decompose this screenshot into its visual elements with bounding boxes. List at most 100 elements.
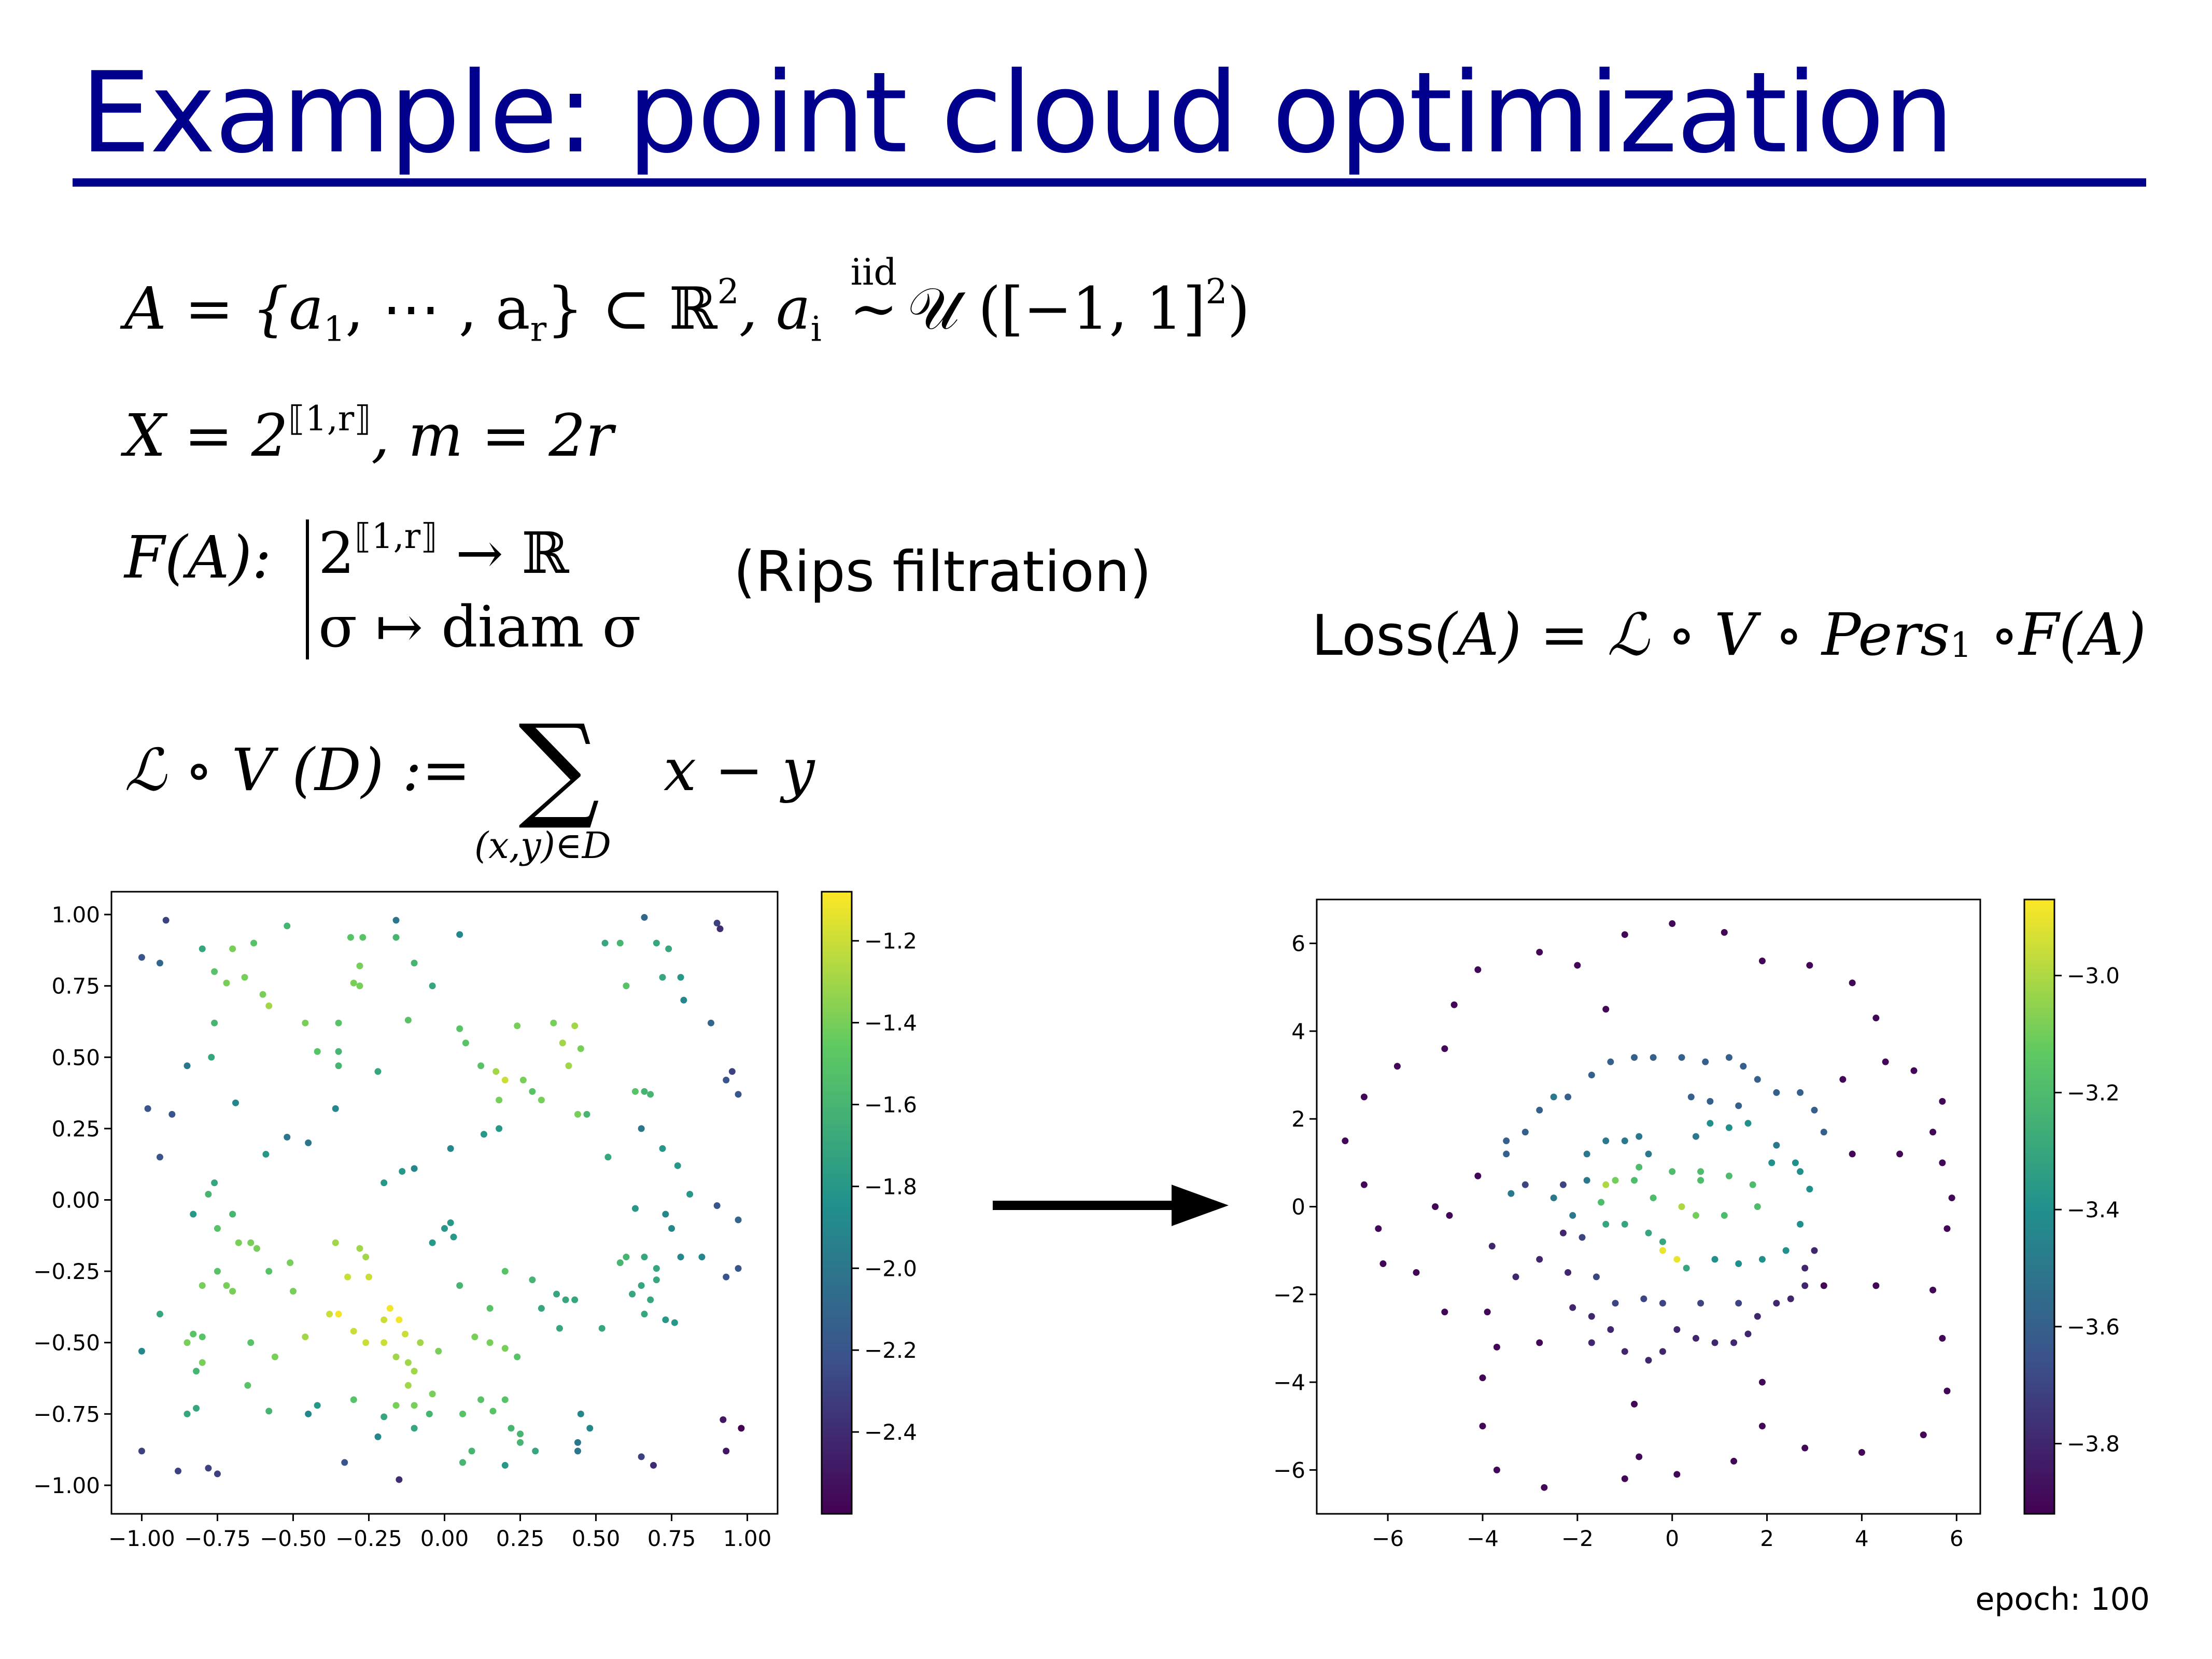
x-tick-label: −6: [1372, 1526, 1404, 1551]
data-point: [335, 1311, 342, 1318]
data-point: [241, 974, 248, 981]
f1-lhs: A = {a: [124, 275, 323, 343]
data-point: [1669, 920, 1676, 927]
colorbar-tick-label: −3.4: [2067, 1197, 2120, 1222]
data-point: [716, 925, 724, 933]
data-point: [641, 1311, 648, 1318]
data-point: [265, 1002, 273, 1009]
loss-end: ∘F(A): [1971, 601, 2147, 669]
data-point: [1488, 1243, 1496, 1250]
data-point: [305, 1139, 312, 1146]
data-point: [347, 934, 354, 941]
data-point: [680, 996, 687, 1004]
data-point: [1735, 1300, 1742, 1307]
y-tick-label: −1.00: [33, 1473, 100, 1498]
data-point: [459, 1410, 467, 1417]
x-tick-label: −0.25: [335, 1526, 402, 1551]
data-point: [529, 1276, 536, 1284]
data-point: [501, 1461, 509, 1469]
x-tick-label: −0.75: [184, 1526, 251, 1551]
arrow-head: [1172, 1185, 1229, 1226]
colorbar: [2023, 898, 2055, 1515]
data-point: [577, 1410, 584, 1417]
data-point: [168, 1110, 176, 1118]
data-point: [265, 1408, 273, 1415]
data-point: [1758, 1379, 1766, 1386]
data-point: [1849, 979, 1856, 987]
data-point: [1621, 1220, 1628, 1228]
f1-mid: , ⋯ , a: [345, 275, 530, 343]
data-point: [262, 1150, 270, 1158]
data-point: [659, 1145, 666, 1152]
data-point: [1811, 1106, 1818, 1114]
data-point: [1744, 1330, 1752, 1338]
data-point: [1621, 1348, 1628, 1355]
colorbar-tick-label: −3.8: [2067, 1431, 2120, 1457]
data-point: [517, 1439, 524, 1446]
colorbar-tick-label: −3.0: [2067, 963, 2120, 989]
data-point: [199, 1333, 206, 1341]
data-point: [1730, 1457, 1738, 1465]
f1-subi: i: [810, 309, 822, 349]
data-point: [1659, 1348, 1666, 1355]
data-point: [1541, 1484, 1548, 1491]
data-point: [1744, 1120, 1752, 1127]
data-point: [735, 1091, 742, 1098]
data-point: [1673, 1326, 1681, 1333]
loss-sub: 1: [1950, 625, 1972, 666]
y-tick-label: 0: [1291, 1194, 1305, 1220]
data-point: [1602, 1137, 1610, 1145]
data-point: [211, 968, 218, 975]
data-point: [641, 1254, 648, 1261]
data-point: [250, 939, 258, 947]
data-point: [1929, 1286, 1937, 1294]
data-point: [356, 962, 363, 969]
data-point: [289, 1288, 297, 1295]
data-point: [1929, 1129, 1937, 1136]
y-tick-label: 2: [1291, 1106, 1305, 1132]
data-point: [1792, 1159, 1799, 1166]
data-point: [571, 1296, 579, 1303]
data-point: [205, 1190, 212, 1198]
data-point: [1758, 1256, 1766, 1263]
data-point: [156, 1311, 163, 1318]
data-point: [1645, 1150, 1652, 1158]
data-point: [381, 1316, 388, 1324]
data-point: [738, 1425, 745, 1432]
data-point: [623, 982, 630, 990]
data-point: [586, 1425, 594, 1432]
data-point: [1512, 1273, 1519, 1281]
piecewise-line-2: σ ↦ diam σ: [318, 594, 641, 660]
loss-label: Loss: [1312, 603, 1434, 668]
data-point: [1820, 1129, 1827, 1136]
data-point: [332, 1239, 339, 1246]
data-point: [653, 939, 660, 947]
data-point: [1740, 1063, 1747, 1070]
data-point: [629, 1290, 636, 1298]
data-point: [538, 1305, 545, 1312]
data-point: [1758, 1423, 1766, 1430]
data-point: [244, 1382, 251, 1389]
f2-lhs: X = 2: [124, 402, 289, 470]
y-tick-label: 0.50: [51, 1045, 100, 1070]
data-point: [1612, 1177, 1619, 1184]
data-point: [480, 1131, 487, 1138]
data-point: [735, 1265, 742, 1272]
x-tick-label: 1.00: [723, 1526, 772, 1551]
rips-label: (Rips filtration): [734, 540, 1152, 604]
data-point: [1621, 1137, 1628, 1145]
data-point: [1943, 1387, 1951, 1395]
data-point: [623, 1254, 630, 1261]
data-point: [247, 1239, 255, 1246]
data-point: [205, 1465, 212, 1472]
colorbar-tick-label: −2.4: [864, 1419, 917, 1445]
data-point: [1797, 1220, 1804, 1228]
data-point: [1479, 1374, 1486, 1382]
data-point: [1721, 1212, 1728, 1219]
data-point: [1360, 1181, 1368, 1188]
data-point: [326, 1311, 333, 1318]
data-point: [1730, 1339, 1738, 1346]
data-point: [1725, 1054, 1732, 1061]
data-point: [138, 954, 145, 961]
data-point: [344, 1273, 351, 1281]
